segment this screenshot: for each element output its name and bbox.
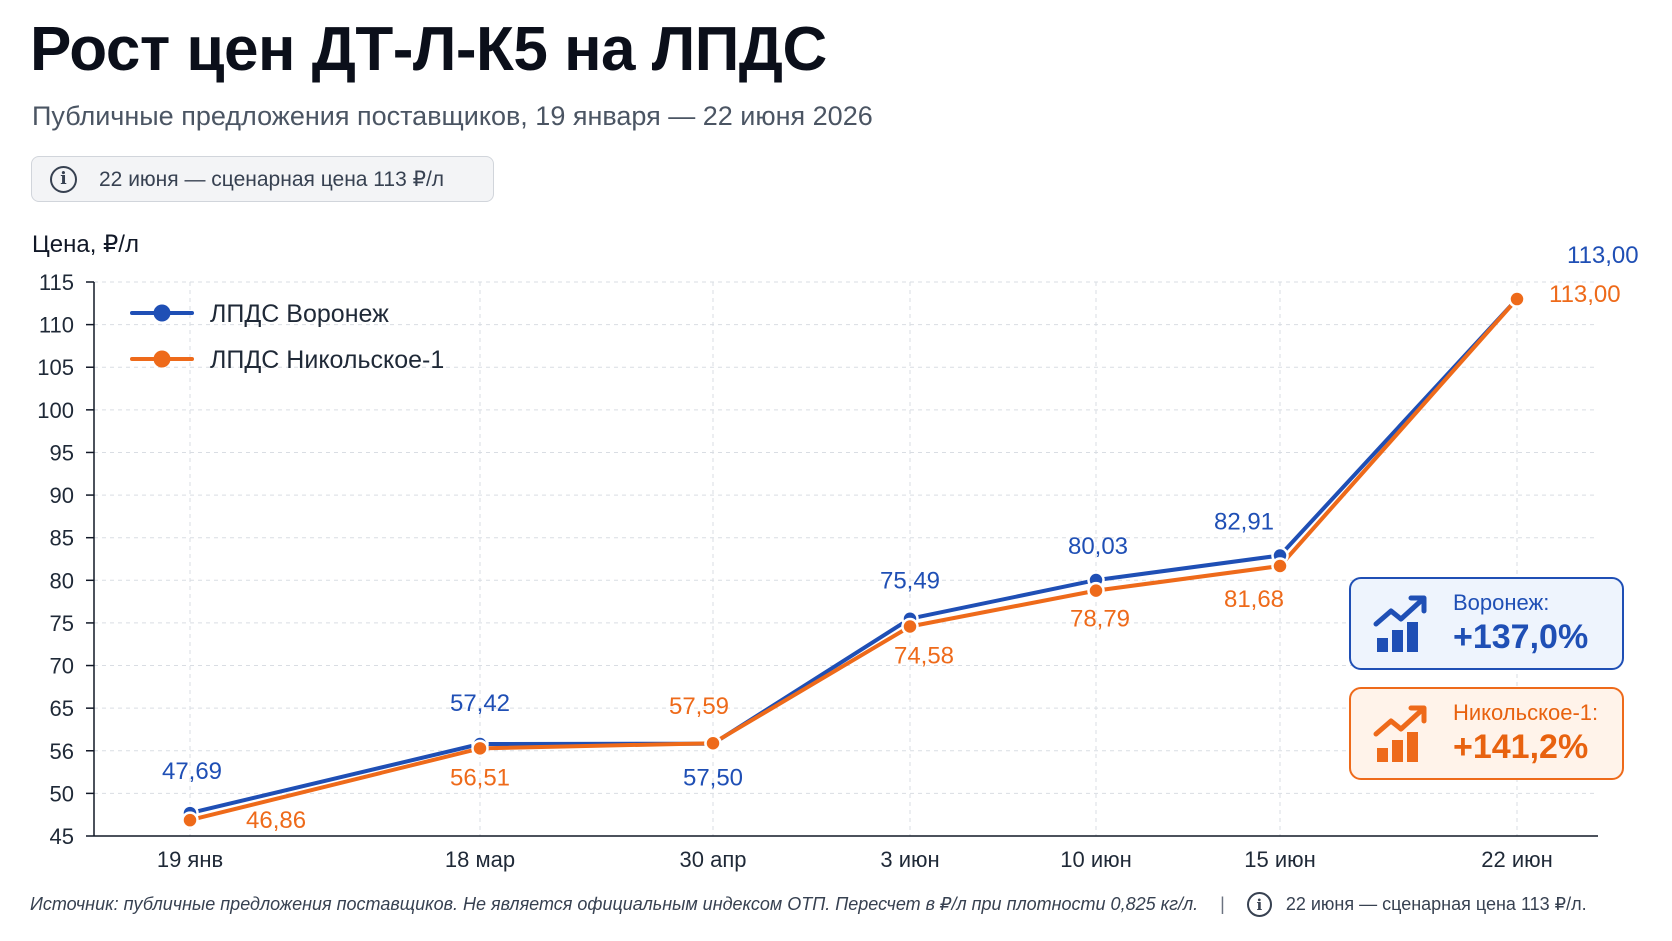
- footer-note: 22 июня — сценарная цена 113 ₽/л.: [1285, 894, 1587, 914]
- badge-nikolskoe-value: +141,2%: [1453, 728, 1589, 766]
- y-tick-label: 85: [50, 526, 74, 551]
- y-tick-label: 50: [50, 781, 74, 806]
- series-line-0: [188, 297, 1519, 816]
- scenario-note: i 22 июня — сценарная цена 113 ₽/л: [31, 156, 494, 202]
- footer-source: Источник: публичные предложения поставщи…: [30, 894, 1199, 914]
- y-tick-label: 70: [50, 654, 74, 679]
- footer-separator: |: [1220, 894, 1225, 914]
- info-icon: i: [1246, 892, 1272, 917]
- data-label: 57,50: [683, 765, 743, 792]
- data-label: 56,51: [450, 764, 510, 791]
- badge-voronezh-label: Воронеж:: [1453, 590, 1550, 615]
- x-tick-label: 15 июн: [1244, 847, 1316, 872]
- x-tick-label: 30 апр: [680, 847, 747, 872]
- footer: Источник: публичные предложения поставщи…: [30, 892, 1587, 917]
- scenario-note-text: 22 июня — сценарная цена 113 ₽/л: [99, 167, 445, 191]
- legend-marker: [153, 304, 171, 322]
- legend-label: ЛПДС Воронеж: [210, 300, 389, 328]
- data-label: 82,91: [1214, 509, 1274, 536]
- data-label: 74,58: [894, 643, 954, 670]
- x-tick-label: 22 июн: [1481, 847, 1553, 872]
- info-icon: i: [50, 165, 77, 193]
- data-label: 80,03: [1068, 533, 1128, 560]
- data-point: [181, 811, 199, 829]
- y-tick-label: 90: [50, 483, 74, 508]
- x-tick-label: 3 июн: [880, 847, 939, 872]
- data-label: 81,68: [1224, 586, 1284, 613]
- y-tick-label: 110: [39, 313, 74, 338]
- badge-voronezh-value: +137,0%: [1453, 618, 1589, 656]
- y-tick-label: 105: [37, 355, 74, 380]
- data-point: [1087, 581, 1105, 600]
- data-point: [704, 734, 722, 752]
- badge-voronezh: Воронеж: +137,0%: [1349, 577, 1624, 670]
- chart-title: Рост цен ДТ-Л-К5 на ЛПДС: [30, 15, 827, 84]
- data-label: 46,86: [246, 807, 306, 834]
- badge-nikolskoe: Никольское-1: +141,2%: [1349, 687, 1624, 780]
- badge-nikolskoe-label: Никольское-1:: [1453, 700, 1599, 725]
- data-label: 113,00: [1567, 242, 1639, 269]
- x-tick-label: 18 мар: [445, 847, 515, 872]
- data-label: 47,69: [162, 758, 222, 785]
- y-tick-label: 45: [50, 824, 74, 849]
- y-tick-label: 100: [37, 398, 74, 423]
- x-tick-label: 19 янв: [157, 847, 223, 872]
- data-point: [1508, 290, 1526, 308]
- y-tick-label: 56: [50, 739, 74, 764]
- data-label: 113,00: [1549, 281, 1621, 308]
- x-tick-label: 10 июн: [1060, 847, 1132, 872]
- data-point: [901, 617, 919, 636]
- data-point: [471, 739, 489, 758]
- y-axis-label: Цена, ₽/л: [32, 231, 139, 258]
- data-label: 75,49: [880, 568, 940, 595]
- y-tick-label: 80: [50, 568, 74, 593]
- series-line-1: [188, 297, 1519, 823]
- data-label: 78,79: [1070, 606, 1130, 633]
- chart-subtitle: Публичные предложения поставщиков, 19 ян…: [32, 101, 873, 131]
- data-point: [1271, 557, 1289, 575]
- data-label: 57,42: [450, 690, 510, 717]
- y-tick-label: 75: [50, 611, 74, 636]
- legend-label: ЛПДС Никольское-1: [210, 346, 444, 374]
- data-label: 57,59: [669, 693, 729, 720]
- growth-chart-icon: [1373, 595, 1427, 652]
- legend-marker: [153, 350, 171, 368]
- growth-chart-icon: [1373, 705, 1427, 762]
- y-tick-label: 115: [39, 270, 74, 295]
- y-tick-label: 65: [50, 696, 74, 721]
- y-tick-label: 95: [50, 440, 74, 465]
